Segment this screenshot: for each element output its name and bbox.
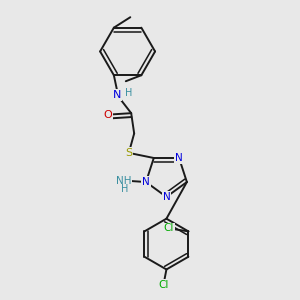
Text: Cl: Cl bbox=[164, 224, 174, 233]
Text: N: N bbox=[113, 90, 121, 100]
Text: O: O bbox=[103, 110, 112, 120]
Text: N: N bbox=[163, 192, 170, 202]
Text: H: H bbox=[122, 184, 129, 194]
Text: N: N bbox=[175, 153, 183, 163]
Text: Cl: Cl bbox=[158, 280, 169, 290]
Text: NH: NH bbox=[116, 176, 131, 185]
Text: N: N bbox=[142, 177, 150, 187]
Text: H: H bbox=[125, 88, 133, 98]
Text: S: S bbox=[125, 148, 132, 158]
